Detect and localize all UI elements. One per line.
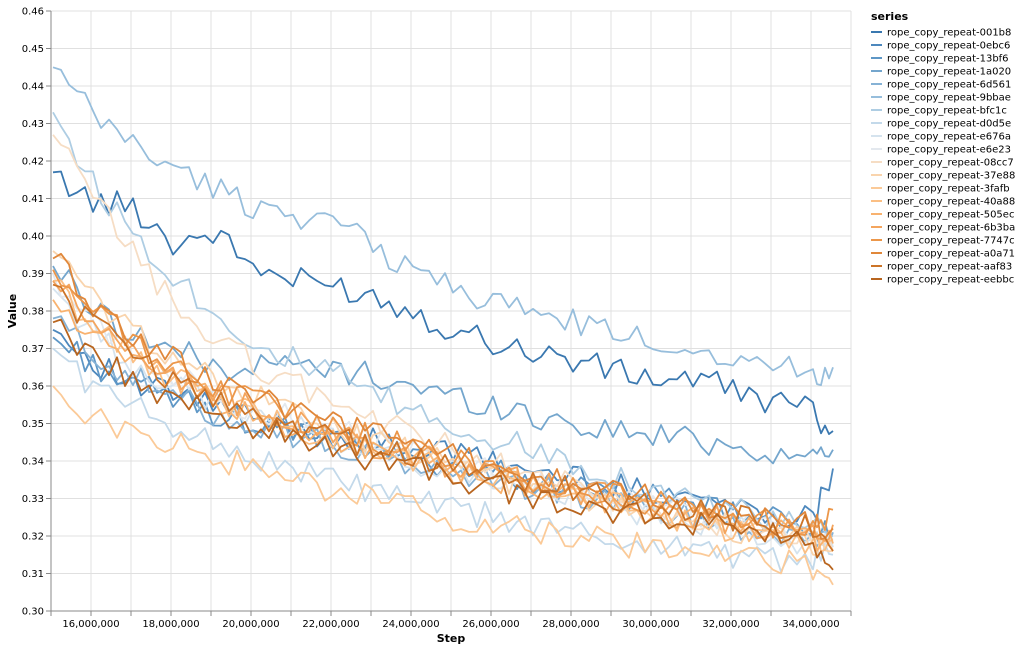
y-tick-label: 0.35	[22, 419, 44, 430]
y-tick-label: 0.37	[22, 344, 44, 355]
legend-item-label: rope_copy_repeat-001b8	[887, 28, 1011, 39]
y-tick-label: 0.31	[22, 569, 44, 580]
y-tick-label: 0.44	[22, 82, 44, 93]
y-tick-label: 0.42	[22, 157, 44, 168]
series-line	[52, 66, 834, 387]
series-line	[52, 347, 834, 573]
legend-item-label: roper_copy_repeat-08cc7	[887, 158, 1014, 169]
series-line	[52, 134, 834, 552]
legend-item-label: roper_copy_repeat-505ec	[887, 210, 1014, 221]
y-tick-label: 0.45	[22, 44, 44, 55]
legend-item-label: rope_copy_repeat-0ebc6	[887, 41, 1010, 52]
y-tick-label: 0.34	[22, 457, 44, 468]
y-tick-label: 0.41	[22, 194, 44, 205]
legend-item-label: rope_copy_repeat-1a020	[887, 67, 1011, 78]
legend-item-label: roper_copy_repeat-aaf83	[887, 262, 1012, 273]
legend-item-label: rope_copy_repeat-d0d5e	[887, 119, 1011, 130]
x-axis-title: Step	[437, 632, 466, 645]
series-line	[52, 385, 834, 586]
y-tick-label: 0.33	[22, 494, 44, 505]
legend-title: series	[871, 10, 909, 23]
y-axis-title: Value	[6, 294, 19, 328]
legend-item-label: roper_copy_repeat-eebbc	[887, 275, 1014, 286]
legend-item-label: roper_copy_repeat-3fafb	[887, 184, 1010, 195]
legend-item-label: roper_copy_repeat-7747c	[887, 236, 1015, 247]
legend-item-label: rope_copy_repeat-e676a	[887, 132, 1011, 143]
y-tick-label: 0.43	[22, 119, 44, 130]
legend-item-label: rope_copy_repeat-bfc1c	[887, 106, 1007, 117]
x-tick-label: 24,000,000	[382, 619, 439, 630]
y-tick-label: 0.38	[22, 307, 44, 318]
series-line	[52, 265, 834, 465]
x-tick-label: 34,000,000	[782, 619, 839, 630]
y-tick-label: 0.40	[22, 232, 44, 243]
y-tick-label: 0.39	[22, 269, 44, 280]
legend-item-label: rope_copy_repeat-6d561	[887, 80, 1011, 91]
legend-item-label: rope_copy_repeat-e6e23	[887, 145, 1011, 156]
axes: Step Value 0.30 0.31 0.32 0.33 0.34 0.35 0.36 0…	[6, 7, 852, 645]
series-line	[52, 170, 834, 436]
x-tick-label: 18,000,000	[142, 619, 199, 630]
x-tick-label: 16,000,000	[62, 619, 119, 630]
legend-item-label: roper_copy_repeat-a0a71	[887, 249, 1015, 260]
series-line	[52, 283, 834, 552]
x-tick-label: 26,000,000	[462, 619, 519, 630]
x-tick-label: 28,000,000	[542, 619, 599, 630]
y-tick-label: 0.36	[22, 382, 44, 393]
legend-item-label: rope_copy_repeat-13bf6	[887, 54, 1009, 65]
grid	[50, 10, 852, 612]
legend-item-label: rope_copy_repeat-9bbae	[887, 93, 1011, 104]
y-tick-label: 0.30	[22, 607, 44, 618]
legend: series rope_copy_repeat-001b8 rope_copy_r…	[871, 10, 1015, 286]
series-line	[52, 318, 834, 571]
series-line	[52, 252, 834, 540]
legend-item-label: roper_copy_repeat-37e88	[887, 171, 1015, 182]
y-tick-label: 0.32	[22, 532, 44, 543]
y-tick-label: 0.46	[22, 7, 44, 18]
x-tick-label: 32,000,000	[702, 619, 759, 630]
legend-item-label: roper_copy_repeat-40a88	[887, 197, 1015, 208]
x-tick-label: 22,000,000	[302, 619, 359, 630]
x-tick-label: 20,000,000	[222, 619, 279, 630]
series-lines	[52, 66, 834, 586]
legend-item-label: roper_copy_repeat-6b3ba	[887, 223, 1015, 234]
x-tick-label: 30,000,000	[622, 619, 679, 630]
